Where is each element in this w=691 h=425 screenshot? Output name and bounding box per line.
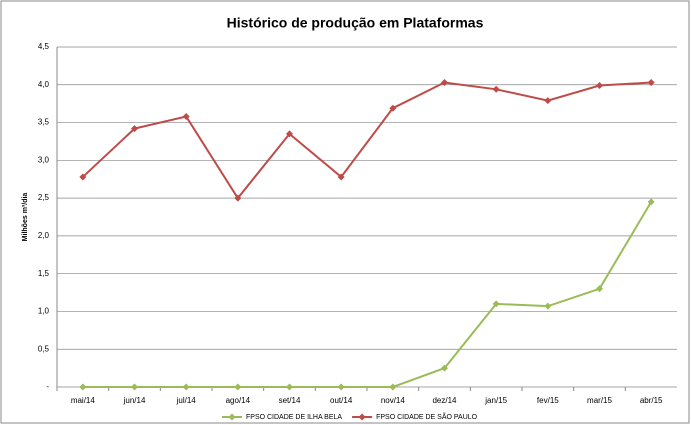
point-marker	[544, 97, 552, 105]
point-marker	[544, 302, 552, 310]
chart-title: Histórico de produção em Plataformas	[227, 15, 484, 31]
point-marker	[389, 383, 397, 391]
x-tick-label: dez/14	[432, 396, 457, 405]
point-marker	[492, 85, 500, 93]
point-marker	[596, 82, 603, 90]
point-marker	[441, 364, 448, 372]
series-line	[82, 201, 653, 388]
legend-label: FPSO CIDADE DE SÃO PAULO	[376, 412, 478, 421]
x-tick-label: mai/14	[71, 396, 96, 405]
point-marker	[647, 198, 655, 206]
y-tick-label: 1,0	[38, 307, 50, 316]
x-tick-label: ago/14	[226, 396, 251, 405]
point-marker	[596, 285, 603, 293]
y-tick-label: 0,5	[38, 344, 50, 353]
y-tick-label: 3,5	[38, 118, 50, 127]
point-marker	[389, 104, 397, 112]
point-marker	[79, 383, 87, 391]
point-marker	[182, 113, 190, 121]
point-marker	[647, 79, 655, 87]
point-marker	[131, 383, 138, 391]
y-tick-label: 4,0	[38, 80, 50, 89]
x-tick-label: abr/15	[640, 396, 663, 405]
x-tick-label: mar/15	[587, 396, 612, 405]
series-line	[82, 81, 652, 200]
x-tick-label: out/14	[330, 396, 353, 405]
point-marker	[286, 383, 293, 391]
x-tick-label: nov/14	[381, 396, 406, 405]
point-marker	[234, 194, 242, 202]
y-tick-label: 3,0	[38, 155, 50, 164]
point-marker	[182, 383, 190, 391]
y-tick-label: 2,0	[38, 231, 50, 240]
legend-label: FPSO CIDADE DE ILHA BELA	[246, 414, 342, 421]
y-tick-label: 1,5	[38, 269, 50, 278]
point-marker	[131, 125, 138, 133]
point-marker	[286, 130, 293, 138]
point-marker	[441, 79, 448, 87]
point-marker	[337, 383, 345, 391]
x-tick-label: fev/15	[537, 396, 559, 405]
y-tick-label: 2,5	[38, 193, 50, 202]
legend-marker	[228, 413, 236, 421]
y-axis-label: Milhões m³/dia	[22, 193, 29, 242]
x-tick-label: set/14	[279, 396, 301, 405]
x-tick-label: jun/14	[123, 396, 146, 405]
point-marker	[79, 173, 87, 181]
x-tick-label: jan/15	[484, 396, 507, 405]
point-marker	[492, 300, 500, 308]
y-tick-label: -	[46, 382, 49, 391]
point-marker	[234, 383, 242, 391]
y-tick-label: 4,5	[38, 42, 50, 51]
point-marker	[337, 173, 345, 181]
x-tick-label: jul/14	[176, 396, 197, 405]
legend-marker	[358, 413, 366, 421]
